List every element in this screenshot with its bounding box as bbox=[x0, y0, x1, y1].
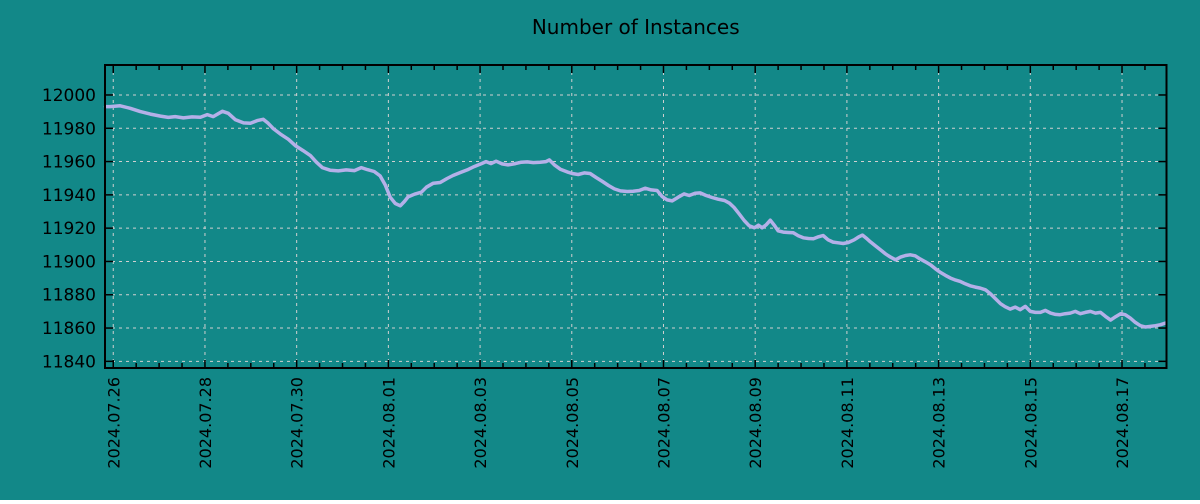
y-tick-label: 11960 bbox=[42, 153, 96, 173]
y-tick-label: 11840 bbox=[42, 352, 96, 372]
x-tick-label: 2024.08.01 bbox=[379, 377, 398, 469]
y-tick-label: 11980 bbox=[42, 119, 96, 139]
x-tick-label: 2024.08.15 bbox=[1021, 377, 1040, 469]
y-tick-label: 11900 bbox=[42, 252, 96, 272]
plot-border bbox=[104, 64, 1168, 369]
x-tick-label: 2024.08.05 bbox=[563, 377, 582, 469]
data-line-instances bbox=[103, 104, 1168, 329]
x-tick-label: 2024.07.30 bbox=[288, 377, 307, 469]
x-tick-label: 2024.08.13 bbox=[930, 377, 949, 469]
y-tick-label: 11920 bbox=[42, 219, 96, 239]
chart-title: Number of Instances bbox=[532, 15, 740, 39]
x-tick-label: 2024.08.07 bbox=[654, 377, 673, 469]
x-tick-label: 2024.08.03 bbox=[471, 377, 490, 469]
y-tick-label: 11860 bbox=[42, 319, 96, 339]
y-tick-label: 12000 bbox=[42, 86, 96, 106]
y-tick-label: 11940 bbox=[42, 186, 96, 206]
x-tick-label: 2024.08.11 bbox=[838, 377, 857, 469]
x-tick-label: 2024.08.17 bbox=[1113, 377, 1132, 469]
y-tick-label: 11880 bbox=[42, 286, 96, 306]
x-tick-label: 2024.08.09 bbox=[746, 377, 765, 469]
x-tick-label: 2024.07.26 bbox=[104, 377, 123, 469]
x-tick-label: 2024.07.28 bbox=[196, 377, 215, 469]
